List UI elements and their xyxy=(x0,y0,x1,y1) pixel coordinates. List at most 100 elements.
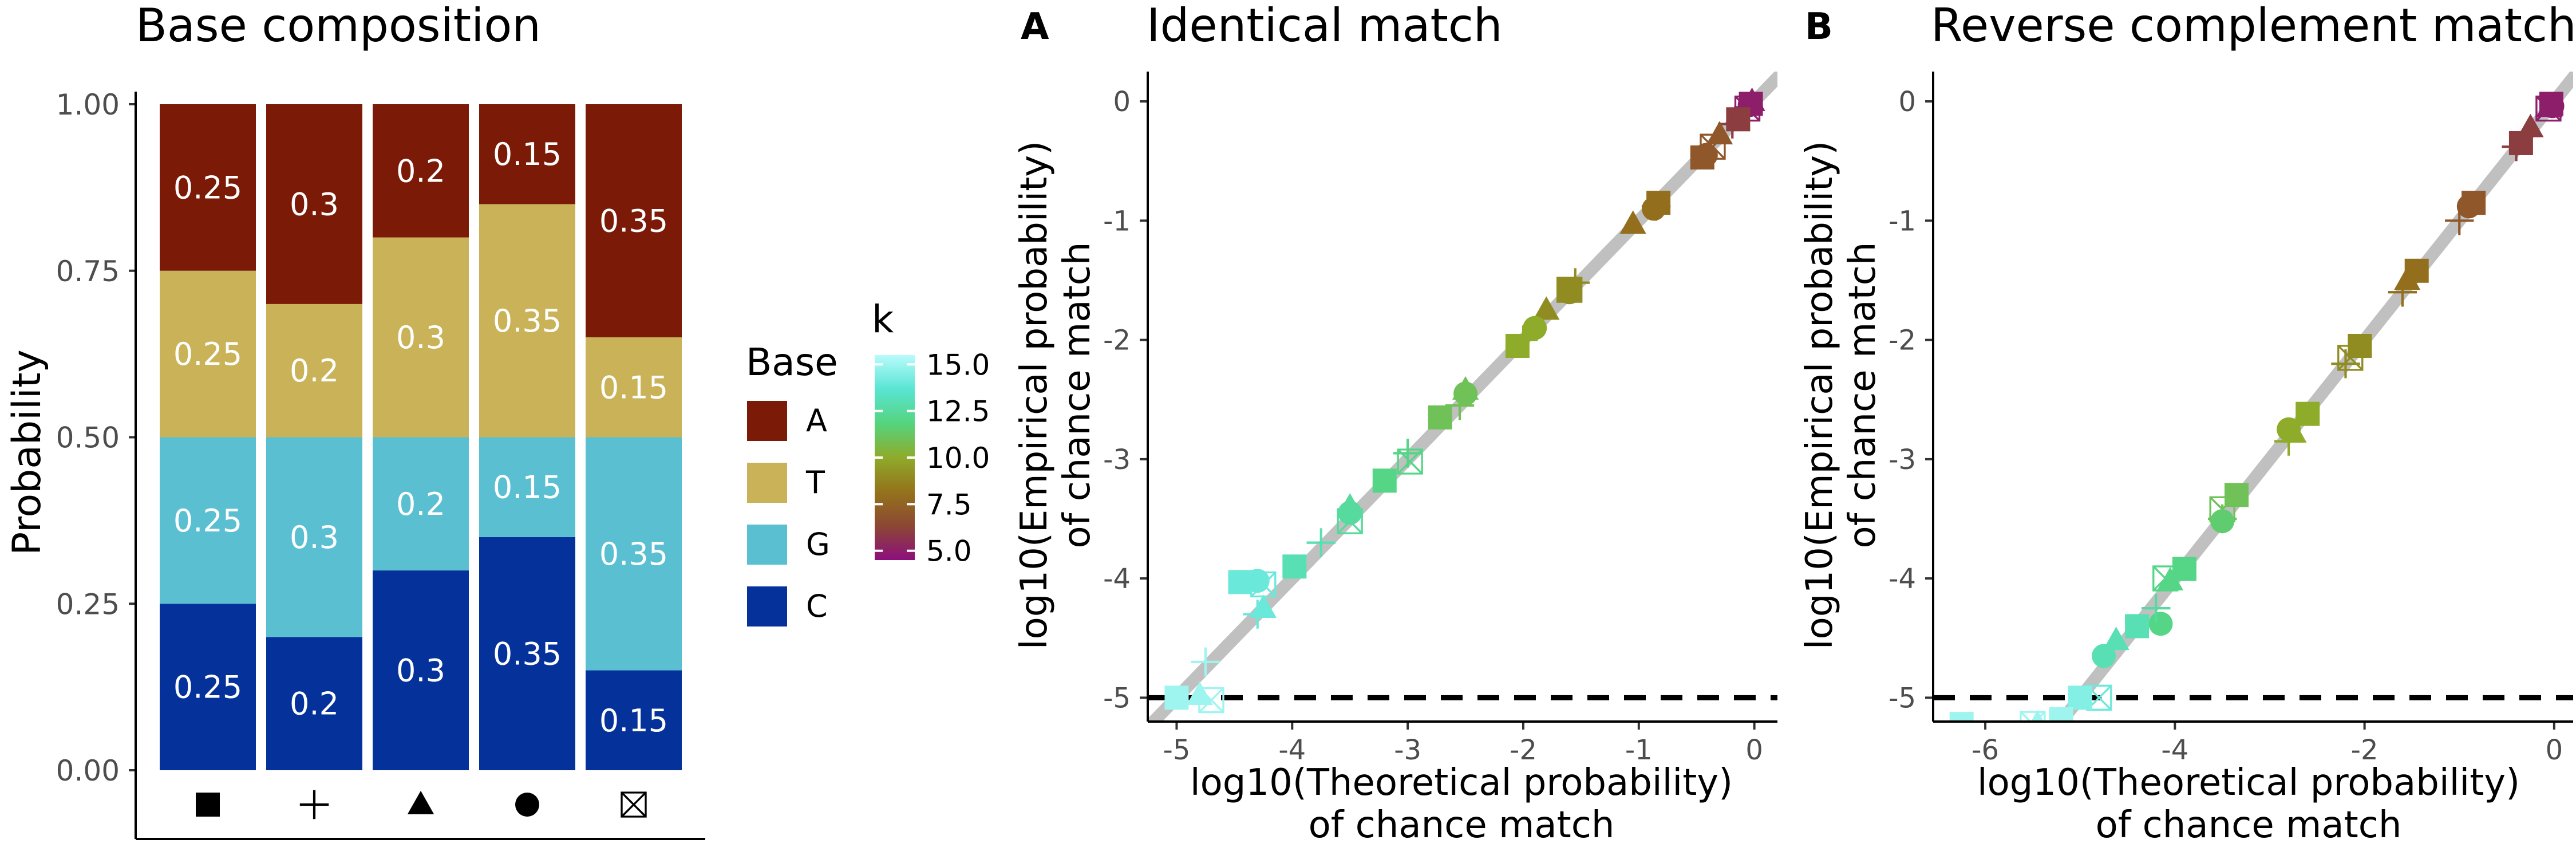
A-point-plus xyxy=(1508,325,1538,354)
legend-swatch-G xyxy=(747,525,787,565)
B-y-tick-label: -1 xyxy=(1888,205,1916,237)
A-x-tick-label: -5 xyxy=(1163,734,1191,766)
B-point-plus xyxy=(2331,349,2360,379)
bar-value-label: 0.35 xyxy=(493,303,562,339)
reverse-complement-title: Reverse complement match xyxy=(1931,0,2576,52)
B-point-plus xyxy=(2142,593,2171,623)
bar-segment-C xyxy=(160,604,256,770)
bar-value-label: 0.3 xyxy=(396,320,445,356)
bar-segment-T xyxy=(586,337,682,438)
B-x-tick-label: 0 xyxy=(2546,734,2563,766)
A-point-plus xyxy=(1560,268,1590,297)
A-y-tick-label: -2 xyxy=(1103,325,1131,357)
A-point-plus xyxy=(1718,109,1747,139)
B-point-plus xyxy=(2502,132,2531,161)
A-y-tick-label: 0 xyxy=(1113,86,1131,118)
B-point-plus xyxy=(2445,206,2474,235)
k-colorbar-legend: k 15.0 12.5 10.0 7.5 5.0 xyxy=(872,297,990,568)
A-x-tick-label: -1 xyxy=(1625,734,1653,766)
bar-value-label: 0.15 xyxy=(599,369,668,405)
B-point-crossed xyxy=(2020,711,2046,722)
A-y-tick-label: -3 xyxy=(1103,444,1131,476)
B-x-tick-label: -2 xyxy=(2351,734,2379,766)
panel-a-tag: A xyxy=(1021,6,1049,48)
B-point-triangle xyxy=(2394,266,2421,290)
B-x-tick-label: -6 xyxy=(1971,734,1999,766)
bar-segment-G xyxy=(160,437,256,604)
panel-a-ticks: -5 -4 -3 -2 -1 0 0 -1 -2 -3 -4 -5 xyxy=(1103,86,1763,766)
bar-y-ticks: 0.00 0.25 0.50 0.75 1.00 xyxy=(56,88,136,787)
base-composition-panel: Base composition Probability 0.00 0.25 0.5… xyxy=(5,0,705,840)
x-category-glyph-circle-filled xyxy=(515,793,539,817)
B-y-tick-label: -4 xyxy=(1888,563,1916,595)
bar-segment-G xyxy=(586,437,682,671)
legend-label-C: C xyxy=(806,588,828,624)
bar-segment-G xyxy=(266,437,362,637)
identical-match-panel: A Identical match log10(Empirical probab… xyxy=(1013,0,1777,846)
A-x-tick-label: -2 xyxy=(1510,734,1537,766)
legend-swatch-T xyxy=(747,463,787,503)
reverse-complement-panel: B Reverse complement match log10(Empiric… xyxy=(1799,0,2576,846)
A-y-tick-label: -1 xyxy=(1103,205,1131,237)
A-point-circle xyxy=(1693,143,1718,167)
A-point-plus xyxy=(1393,439,1423,468)
B-point-square xyxy=(2068,685,2092,710)
B-point-plus xyxy=(2388,278,2417,307)
bar-value-label: 0.35 xyxy=(493,636,562,672)
bar-y-tick-label: 1.00 xyxy=(56,88,120,121)
bar-segment-A xyxy=(266,104,362,304)
bar-value-label: 0.2 xyxy=(396,153,445,189)
A-point-triangle xyxy=(1619,210,1646,234)
bar-value-label: 0.25 xyxy=(173,669,242,706)
A-x-tick-label: 0 xyxy=(1745,734,1763,766)
A-point-circle xyxy=(1338,501,1362,525)
bar-value-label: 0.3 xyxy=(290,519,339,555)
bar-segment-A xyxy=(160,104,256,271)
panel-b-x-label-line1: log10(Theoretical probability) xyxy=(1977,762,2520,804)
bar-value-label: 0.2 xyxy=(396,486,445,522)
bar-value-label: 0.25 xyxy=(173,336,242,372)
B-y-tick-label: -2 xyxy=(1888,325,1916,357)
A-point-crossed xyxy=(1198,687,1224,714)
bar-value-label: 0.25 xyxy=(173,170,242,206)
bar-segment-T xyxy=(160,270,256,438)
bar-value-label: 0.35 xyxy=(599,203,668,239)
bar-y-axis-label: Probability xyxy=(5,349,50,555)
A-point-circle xyxy=(1453,381,1478,406)
bar-y-tick-label: 0.50 xyxy=(56,421,120,455)
bar-segment-C xyxy=(266,637,362,770)
B-point-square xyxy=(2296,401,2320,426)
B-point-circle xyxy=(2210,509,2235,534)
k-tick-label: 12.5 xyxy=(926,395,990,428)
legend-label-T: T xyxy=(805,464,825,501)
bar-segment-G xyxy=(479,437,575,537)
bar-x-category-glyphs xyxy=(196,790,647,819)
legend-label-G: G xyxy=(806,526,830,562)
bar-value-label: 0.15 xyxy=(599,703,668,739)
legend-swatch-C xyxy=(747,586,787,626)
panel-b-points xyxy=(1949,92,2565,722)
B-y-tick-label: 0 xyxy=(1898,86,1916,118)
B-point-triangle xyxy=(2030,710,2044,722)
A-point-circle xyxy=(1642,196,1666,221)
A-point-plus xyxy=(1243,600,1272,629)
B-point-triangle xyxy=(2156,567,2184,591)
bar-segment-C xyxy=(586,670,682,770)
x-category-glyph-square-filled xyxy=(196,793,220,817)
A-point-square xyxy=(1372,468,1397,493)
panel-b-tag: B xyxy=(1805,6,1833,48)
A-point-square xyxy=(1726,107,1751,132)
bar-segment-A xyxy=(586,104,682,338)
bar-value-label: 0.3 xyxy=(290,186,339,222)
legend-label-A: A xyxy=(806,403,827,439)
k-tick-label: 10.0 xyxy=(926,442,990,475)
bar-segment-T xyxy=(373,237,469,438)
bar-y-tick-label: 0.75 xyxy=(56,255,120,288)
B-point-crossed xyxy=(2535,95,2562,122)
x-category-glyph-plus xyxy=(299,790,329,819)
A-point-triangle xyxy=(1706,121,1733,145)
k-tick-label: 5.0 xyxy=(926,535,972,568)
B-point-plus xyxy=(2274,427,2304,456)
